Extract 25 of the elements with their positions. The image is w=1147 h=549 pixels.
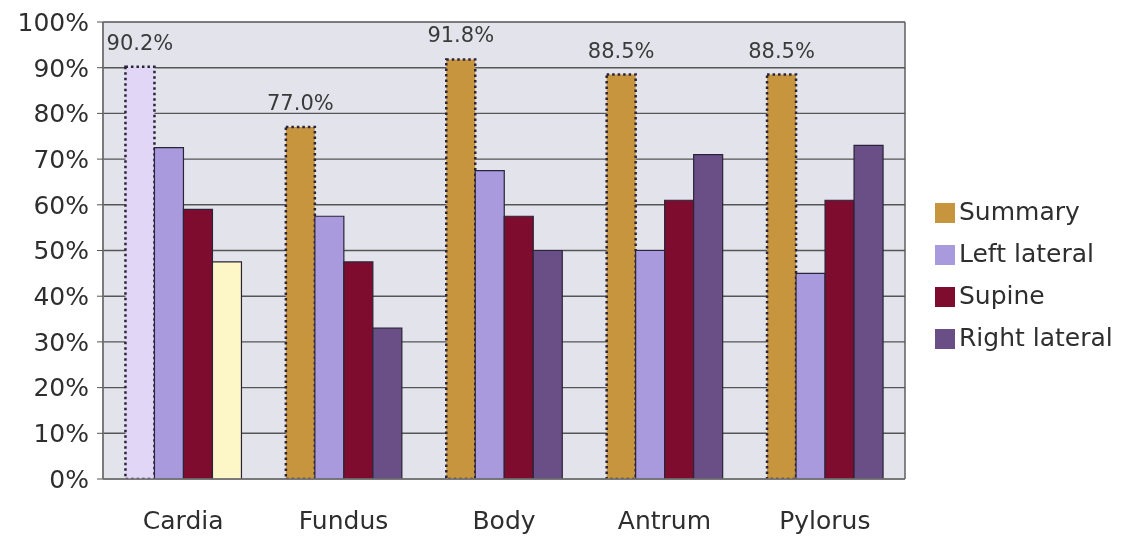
data-label: 88.5% [587, 38, 655, 63]
data-label: 91.8% [427, 23, 495, 48]
y-tick-label: 100% [17, 7, 89, 37]
data-label: 77.0% [267, 91, 334, 116]
y-tick-label: 90% [33, 53, 89, 83]
legend-label: Left lateral [959, 238, 1094, 268]
data-label: 88.5% [748, 38, 815, 63]
y-tick-label: 30% [33, 327, 89, 357]
x-tick-label: Pylorus [779, 505, 871, 535]
y-tick-label: 80% [33, 99, 89, 129]
legend-label: Right lateral [959, 322, 1113, 352]
y-tick-label: 40% [33, 282, 89, 312]
x-tick-label: Fundus [298, 505, 389, 535]
data-label: 90.2% [106, 30, 174, 55]
x-tick-label: Antrum [617, 505, 712, 535]
legend-label: Summary [959, 196, 1080, 226]
x-tick-label: Cardia [142, 505, 224, 535]
y-tick-label: 60% [33, 190, 89, 220]
y-tick-label: 20% [33, 373, 89, 403]
y-tick-label: 70% [33, 144, 89, 174]
y-tick-label: 0% [49, 464, 89, 494]
x-tick-label: Body [472, 505, 536, 535]
y-tick-label: 10% [33, 419, 89, 449]
legend-label: Supine [959, 280, 1045, 310]
y-tick-label: 50% [33, 236, 89, 266]
